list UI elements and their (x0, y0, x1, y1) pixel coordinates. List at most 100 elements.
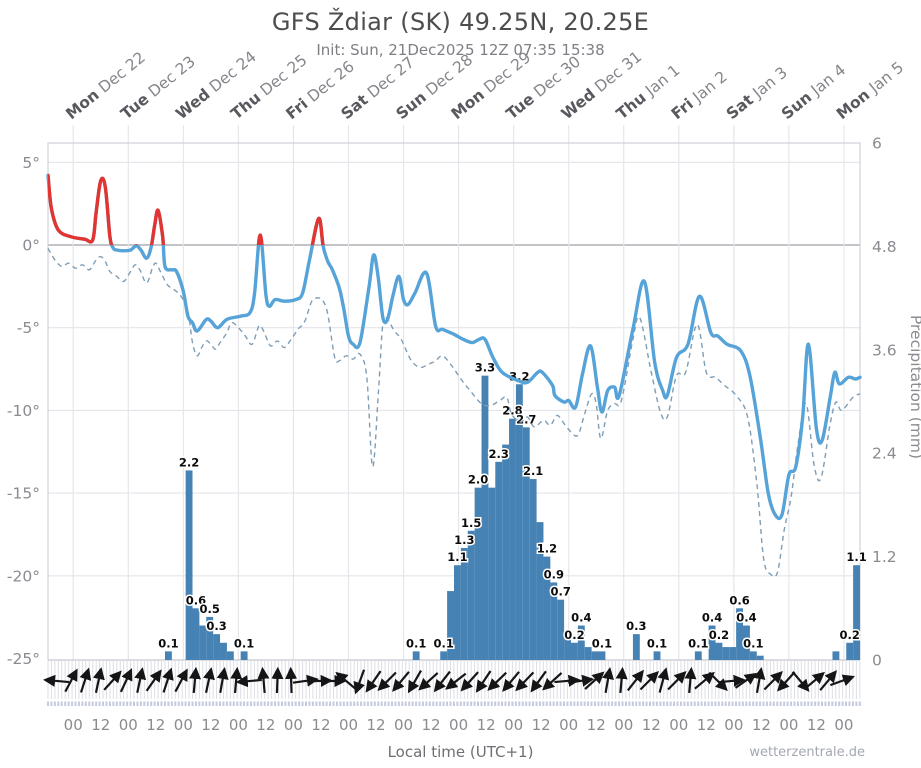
dot-mark (821, 701, 823, 706)
dot-mark (538, 701, 541, 706)
dot-mark (239, 701, 242, 706)
dot-mark (119, 701, 122, 706)
dot-mark (177, 701, 180, 706)
dot-mark (473, 701, 476, 706)
dot-mark (219, 701, 221, 706)
dot-mark (573, 701, 576, 706)
wind-arrows (43, 666, 855, 695)
precip-bar (743, 625, 750, 660)
dot-mark (649, 701, 651, 706)
dot-mark (160, 701, 163, 706)
dot-mark (370, 701, 373, 706)
precip-value-label: 0.9 (544, 567, 564, 581)
time-labels: 00 12 00 12 00 12 00 12 00 12 00 12 00 12 00 12 00 12 00 12… (64, 716, 854, 734)
precip-value-label: 0.1 (592, 636, 612, 650)
dot-mark (707, 701, 710, 706)
dot-mark (724, 701, 727, 706)
precip-bar (598, 651, 606, 660)
wind-arrow (235, 675, 262, 688)
wind-arrow (43, 674, 70, 687)
dot-mark (624, 701, 627, 706)
dot-mark (851, 701, 854, 706)
dot-mark (150, 701, 153, 706)
wind-arrow (174, 668, 188, 693)
dot-mark (635, 701, 638, 706)
dot-mark (270, 701, 273, 706)
dot-mark (301, 701, 304, 706)
dot-mark (762, 701, 765, 706)
precip-bar (226, 651, 234, 660)
dot-mark (446, 701, 449, 706)
dot-mark (518, 701, 521, 706)
dot-mark (298, 701, 301, 706)
wind-arrow (734, 672, 757, 689)
dot-mark (642, 701, 645, 706)
wind-arrow (819, 670, 838, 691)
wind-arrow (203, 667, 215, 693)
wind-arrow (271, 666, 284, 694)
dot-mark (88, 701, 91, 706)
precip-bar (577, 625, 585, 660)
dot-mark (356, 701, 359, 706)
time-label-12: 12 (311, 716, 330, 734)
precip-value-label: 0.1 (688, 636, 708, 650)
dot-mark (95, 701, 98, 706)
dot-mark (346, 701, 349, 706)
dot-mark (81, 701, 84, 706)
dot-mark (294, 701, 297, 706)
wind-arrow (502, 671, 520, 692)
precip-value-label: 0.4 (736, 611, 756, 625)
dot-mark (618, 701, 621, 706)
dot-mark (563, 701, 565, 706)
dot-mark (559, 701, 562, 706)
precip-value-label: 1.2 (537, 542, 557, 556)
dot-mark (170, 701, 173, 706)
precip-bar (722, 647, 730, 660)
precip-bar (591, 651, 599, 660)
precip-bar (454, 565, 461, 660)
dot-mark (243, 701, 246, 706)
dot-mark (339, 701, 342, 706)
plot-frame (47, 142, 861, 660)
temp-axis-labels: 5° 0° -5° -10° -15° -20° -25° (7, 154, 40, 668)
dot-mark (256, 701, 259, 706)
dot-mark (274, 701, 277, 706)
dot-mark (322, 701, 325, 706)
time-label-12: 12 (91, 716, 110, 734)
dot-mark (67, 701, 70, 706)
precip-bar (570, 642, 578, 660)
precip-bar (543, 556, 551, 660)
dot-mark (353, 701, 356, 706)
dot-mark (77, 701, 80, 706)
precip-value-label: 1.1 (447, 550, 467, 564)
precip-value-label: 0.5 (200, 602, 220, 616)
time-label-00: 00 (339, 716, 358, 734)
dot-mark (163, 701, 166, 706)
dot-mark (731, 701, 734, 706)
wind-arrow (134, 667, 147, 693)
precip-bar (632, 634, 640, 660)
wind-arrow (804, 671, 826, 690)
wind-arrow (542, 672, 563, 691)
precip-tick-label: 1.2 (872, 548, 897, 566)
precip-bar (164, 651, 172, 660)
precip-value-label: 0.7 (550, 585, 570, 599)
dot-mark (401, 701, 404, 706)
precip-bar (715, 642, 723, 660)
wind-arrow (602, 667, 615, 694)
dot-mark (280, 701, 283, 706)
dot-mark (415, 701, 418, 706)
temperature-curve (46, 173, 862, 521)
dot-mark (710, 701, 713, 706)
time-label-12: 12 (146, 716, 165, 734)
dot-mark (686, 701, 689, 706)
precip-bar (853, 565, 860, 660)
dot-mark (583, 701, 586, 706)
dot-mark (363, 701, 366, 706)
time-label-12: 12 (477, 716, 496, 734)
precip-bar (192, 608, 200, 660)
dot-mark (834, 701, 837, 706)
time-label-00: 00 (724, 716, 743, 734)
dot-mark (47, 701, 49, 706)
dot-mark (593, 701, 596, 706)
